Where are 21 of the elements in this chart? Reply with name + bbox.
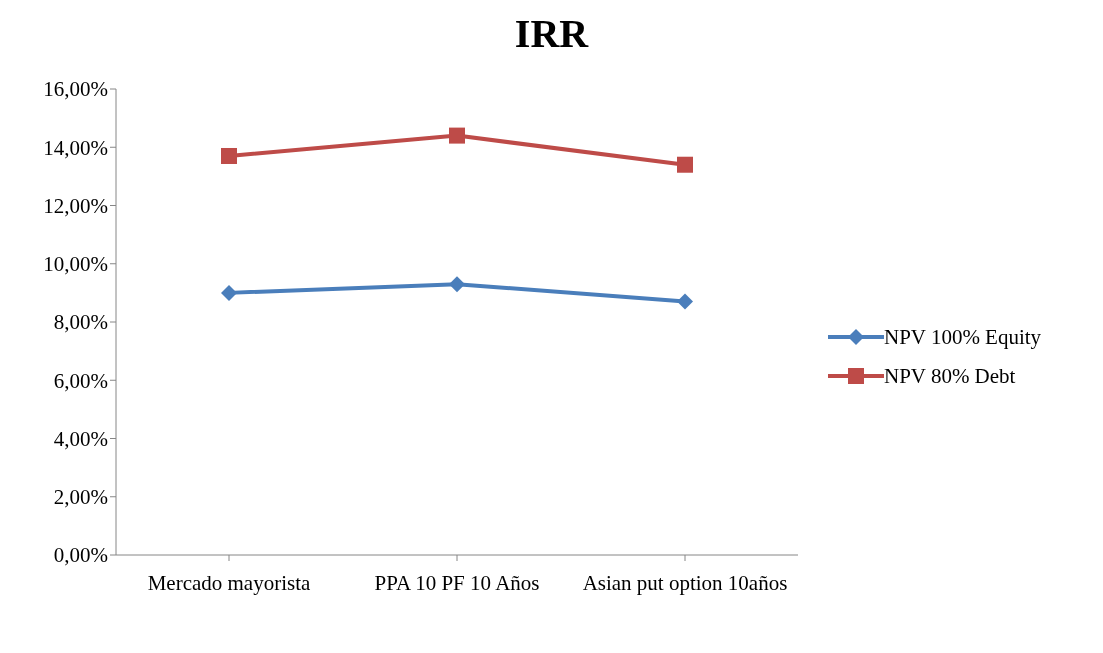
point [221,284,237,301]
x-tick-label: Mercado mayorista [147,570,312,595]
point [449,127,465,144]
legend-label: NPV 100% Equity [884,324,1042,350]
legend-label: NPV 80% Debt [884,363,1016,389]
y-tick-label: 14,00% [43,135,108,160]
y-tick-label: 12,00% [43,193,108,218]
y-tick-label: 10,00% [43,252,108,277]
point [221,147,237,164]
y-tick-label: 8,00% [53,310,108,335]
x-tick-label: Asian put option 10años [582,570,788,595]
y-tick-label: 6,00% [53,368,108,393]
x-tick-label: PPA 10 PF 10 Años [374,570,540,595]
y-tick-label: 4,00% [53,426,108,451]
y-tick-label: 2,00% [53,485,108,510]
y-tick-label: 0,00% [53,543,108,568]
point [677,156,693,173]
chart-title: IRR [513,10,590,58]
point [449,276,465,293]
y-tick-label: 16,00% [43,77,108,102]
point [677,293,693,310]
